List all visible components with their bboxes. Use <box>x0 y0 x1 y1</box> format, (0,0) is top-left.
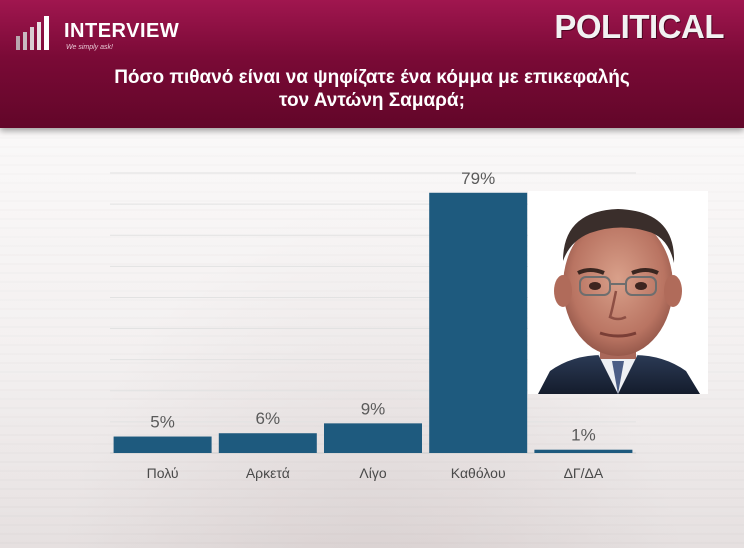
bars <box>113 192 633 453</box>
category-label: ΔΓ/ΔΑ <box>564 465 604 481</box>
bar <box>218 433 317 453</box>
politician-portrait <box>528 191 708 394</box>
category-labels: Πολύ Αρκετά Λίγο Καθόλου ΔΓ/ΔΑ <box>147 465 604 481</box>
category-label: Λίγο <box>359 465 386 481</box>
value-label: 79% <box>461 169 495 188</box>
interview-logo: INTERVIEW We simply ask! <box>16 14 216 54</box>
question-line-1: Πόσο πιθανό είναι να ψηφίζατε ένα κόμμα … <box>114 67 630 88</box>
category-label: Καθόλου <box>451 465 506 481</box>
logo-text: INTERVIEW <box>64 20 180 42</box>
bar <box>429 192 528 453</box>
header-banner: INTERVIEW We simply ask! POLITICAL Πόσο … <box>0 0 744 128</box>
category-label: Πολύ <box>147 465 179 481</box>
value-label: 9% <box>361 399 386 418</box>
question-title: Πόσο πιθανό είναι να ψηφίζατε ένα κόμμα … <box>40 66 704 112</box>
question-line-2: τον Αντώνη Σαμαρά; <box>279 90 465 111</box>
value-label: 6% <box>256 409 281 428</box>
brand-title: POLITICAL <box>554 8 724 45</box>
value-label: 5% <box>150 413 175 432</box>
value-labels: 5% 6% 9% 79% 1% <box>150 169 595 445</box>
portrait-image <box>528 191 708 394</box>
bar <box>113 436 212 453</box>
bar <box>324 423 422 453</box>
logo-tagline: We simply ask! <box>66 44 113 51</box>
bar-graph-logo-icon <box>16 16 49 50</box>
value-label: 1% <box>571 426 596 445</box>
category-label: Αρκετά <box>246 465 290 481</box>
bar <box>534 449 633 453</box>
